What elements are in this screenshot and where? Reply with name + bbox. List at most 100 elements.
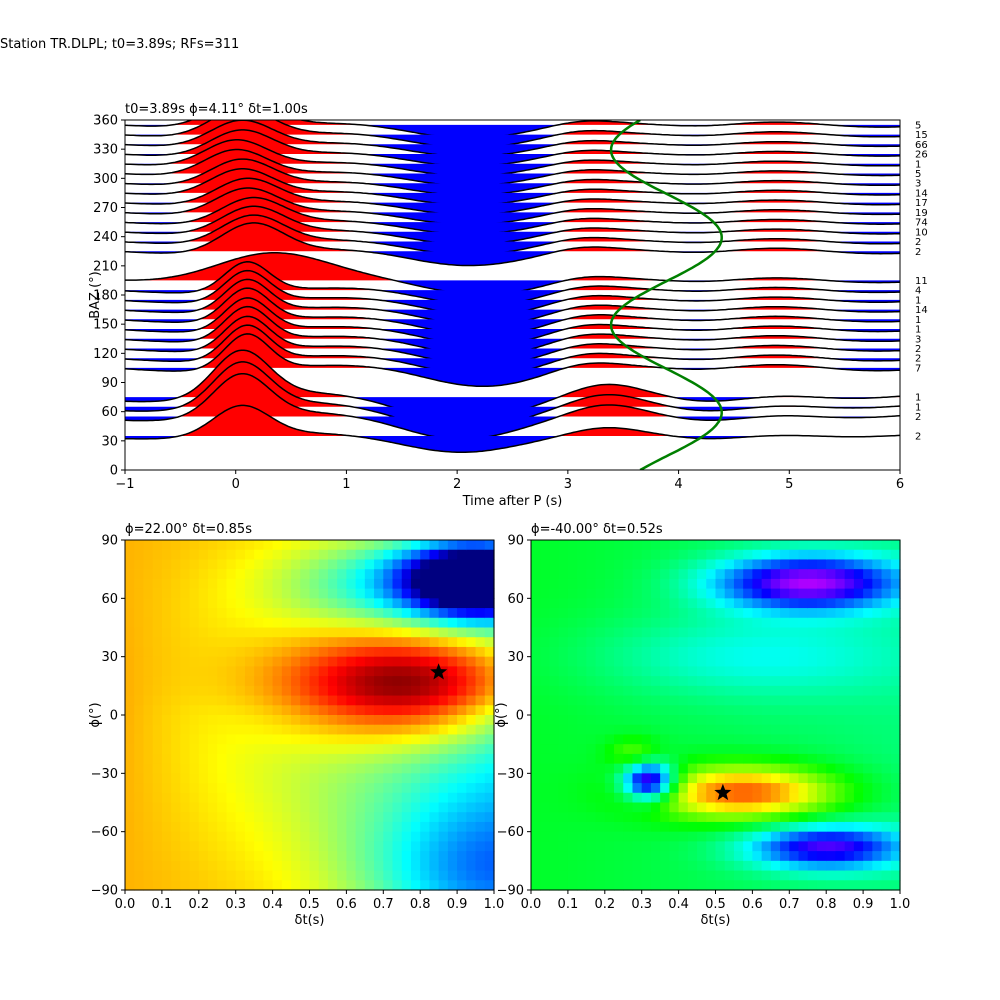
heatmap-cell — [217, 812, 228, 823]
heatmap-cell — [586, 870, 597, 881]
heatmap-cell — [863, 792, 873, 804]
heatmap-cell — [346, 540, 357, 551]
heatmap-cell — [761, 773, 772, 784]
heatmap-cell — [226, 851, 237, 862]
heatmap-cell — [143, 880, 154, 891]
heatmap-cell — [641, 792, 652, 804]
heatmap-cell — [549, 656, 560, 667]
heatmap-cell — [835, 724, 846, 736]
heatmap-cell — [540, 831, 551, 842]
heatmap-cell — [826, 753, 837, 765]
heatmap-cell — [484, 715, 495, 726]
heatmap-cell — [881, 715, 892, 726]
heatmap-cell — [134, 821, 145, 833]
heatmap-cell — [780, 724, 790, 736]
rf-traces-panel: t0=3.89s ϕ=4.11° δt=1.00s −1 0 1 2 3 4 5 6 0306… — [88, 102, 928, 509]
heatmap-cell — [254, 588, 264, 599]
heatmap-cell — [272, 695, 283, 706]
heatmap-cell — [374, 724, 384, 736]
heatmap-cell — [466, 763, 477, 774]
heatmap-cell — [780, 578, 790, 590]
heatmap-cell — [171, 783, 181, 794]
rf-trace-count: 1 — [915, 159, 921, 170]
heatmap-cell — [641, 821, 652, 833]
heatmap-cell — [567, 753, 578, 765]
heatmap-cell — [697, 783, 707, 794]
heatmap-cell — [826, 763, 837, 774]
heatmap-cell — [669, 608, 680, 619]
heatmap-cell — [807, 569, 818, 580]
heatmap-cell — [226, 763, 237, 774]
heatmap-cell — [125, 851, 135, 862]
heatmap-cell — [318, 724, 329, 736]
heatmap-cell — [457, 812, 467, 823]
heatmap-cell — [125, 860, 135, 872]
heatmap-cell — [715, 617, 726, 629]
heatmap-cell — [724, 549, 735, 561]
heatmap-cell — [761, 588, 772, 599]
heatmap-cell — [337, 646, 347, 658]
heatmap-cell — [346, 860, 357, 872]
heatmap-cell — [816, 676, 827, 687]
heatmap-cell — [614, 540, 624, 551]
heatmap-cell — [244, 578, 255, 590]
heatmap-cell — [761, 549, 772, 561]
heatmap-cell — [770, 569, 781, 580]
heatmap-cell — [383, 821, 394, 833]
grid-x-tick-label: 0.2 — [188, 897, 209, 912]
heatmap-cell — [300, 627, 311, 638]
heatmap-cell — [420, 569, 431, 580]
heatmap-cell — [816, 831, 827, 842]
heatmap-cell — [660, 588, 670, 599]
heatmap-cell — [595, 880, 606, 891]
heatmap-cell — [660, 540, 670, 551]
rf-trace-count: 5 — [915, 169, 921, 180]
heatmap-cell — [466, 598, 477, 609]
heatmap-cell — [835, 860, 846, 872]
heatmap-cell — [217, 578, 228, 590]
heatmap-cell — [198, 656, 209, 667]
heatmap-cell — [401, 608, 412, 619]
heatmap-cell — [890, 695, 901, 706]
heatmap-cell — [789, 656, 800, 667]
heatmap-cell — [816, 860, 827, 872]
heatmap-cell — [614, 753, 624, 765]
heatmap-cell — [724, 860, 735, 872]
heatmap-cell — [263, 637, 274, 648]
heatmap-cell — [780, 705, 790, 716]
heatmap-cell — [300, 744, 311, 755]
heatmap-cell — [254, 753, 264, 765]
heatmap-cell — [161, 715, 172, 726]
heatmap-cell — [374, 617, 384, 629]
heatmap-cell — [872, 705, 883, 716]
heatmap-cell — [291, 695, 301, 706]
rf-trace-count: 2 — [915, 247, 921, 258]
heatmap-cell — [835, 841, 846, 852]
heatmap-cell — [687, 598, 698, 609]
heatmap-cell — [208, 559, 218, 570]
heatmap-cell — [678, 588, 689, 599]
heatmap-cell — [752, 812, 763, 823]
heatmap-cell — [161, 666, 172, 677]
heatmap-cell — [604, 608, 615, 619]
heatmap-cell — [447, 685, 458, 697]
grid-y-tick-label: 30 — [507, 650, 524, 665]
heatmap-cell — [844, 637, 855, 648]
heatmap-cell — [826, 617, 837, 629]
rf-y-tick-label: 30 — [101, 434, 118, 449]
heatmap-cell — [300, 812, 311, 823]
heatmap-cell — [198, 763, 209, 774]
heatmap-cell — [337, 685, 347, 697]
heatmap-cell — [180, 646, 191, 658]
heatmap-cell — [595, 578, 606, 590]
heatmap-cell — [531, 841, 541, 852]
heatmap-cell — [595, 569, 606, 580]
heatmap-cell — [687, 724, 698, 736]
heatmap-cell — [429, 646, 440, 658]
heatmap-cell — [890, 598, 901, 609]
heatmap-cell — [337, 792, 347, 804]
heatmap-cell — [272, 646, 283, 658]
heatmap-cell — [364, 578, 375, 590]
heatmap-cell — [687, 617, 698, 629]
